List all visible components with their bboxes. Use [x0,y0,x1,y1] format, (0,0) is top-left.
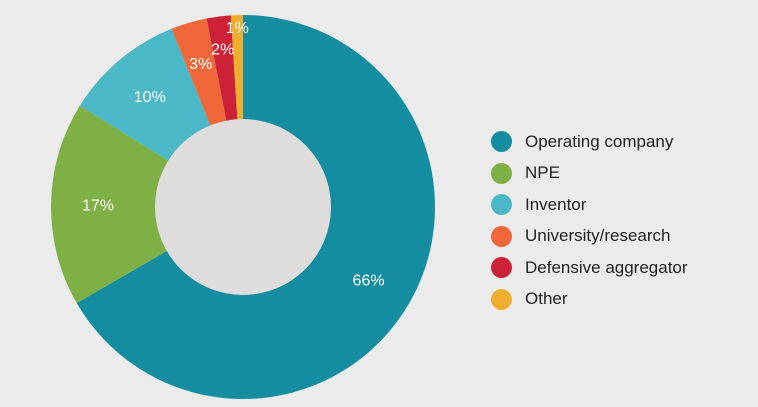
legend-item-inventor: Inventor [491,189,688,221]
legend-label: Other [525,289,568,309]
legend-swatch [491,288,512,310]
legend-item-defensive-aggregator: Defensive aggregator [491,252,688,284]
legend-item-university-research: University/research [491,221,688,253]
data-label: 17% [82,198,114,215]
legend-label: Inventor [525,194,587,214]
data-label: 10% [134,89,166,106]
legend-item-other: Other [491,284,688,316]
legend-label: Defensive aggregator [525,257,688,277]
donut-hole [155,119,331,295]
data-label: 1% [226,20,249,37]
legend-swatch [491,257,512,279]
legend-swatch [491,225,512,247]
legend-label: University/research [525,226,671,246]
data-label: 66% [353,273,385,290]
legend-item-operating-company: Operating company [491,126,688,158]
legend-label: Operating company [525,131,674,151]
data-label: 2% [211,41,234,58]
data-label: 3% [189,56,212,73]
legend-swatch [491,131,512,153]
donut-chart: 66% 17% 10% 3%2% 1% [50,15,436,399]
legend-label: NPE [525,163,560,183]
legend-swatch [491,162,512,184]
legend-item-npe: NPE [491,158,688,190]
legend-swatch [491,194,512,216]
slice-npe [50,105,243,304]
legend: Operating company NPE Inventor Universit… [491,126,688,315]
